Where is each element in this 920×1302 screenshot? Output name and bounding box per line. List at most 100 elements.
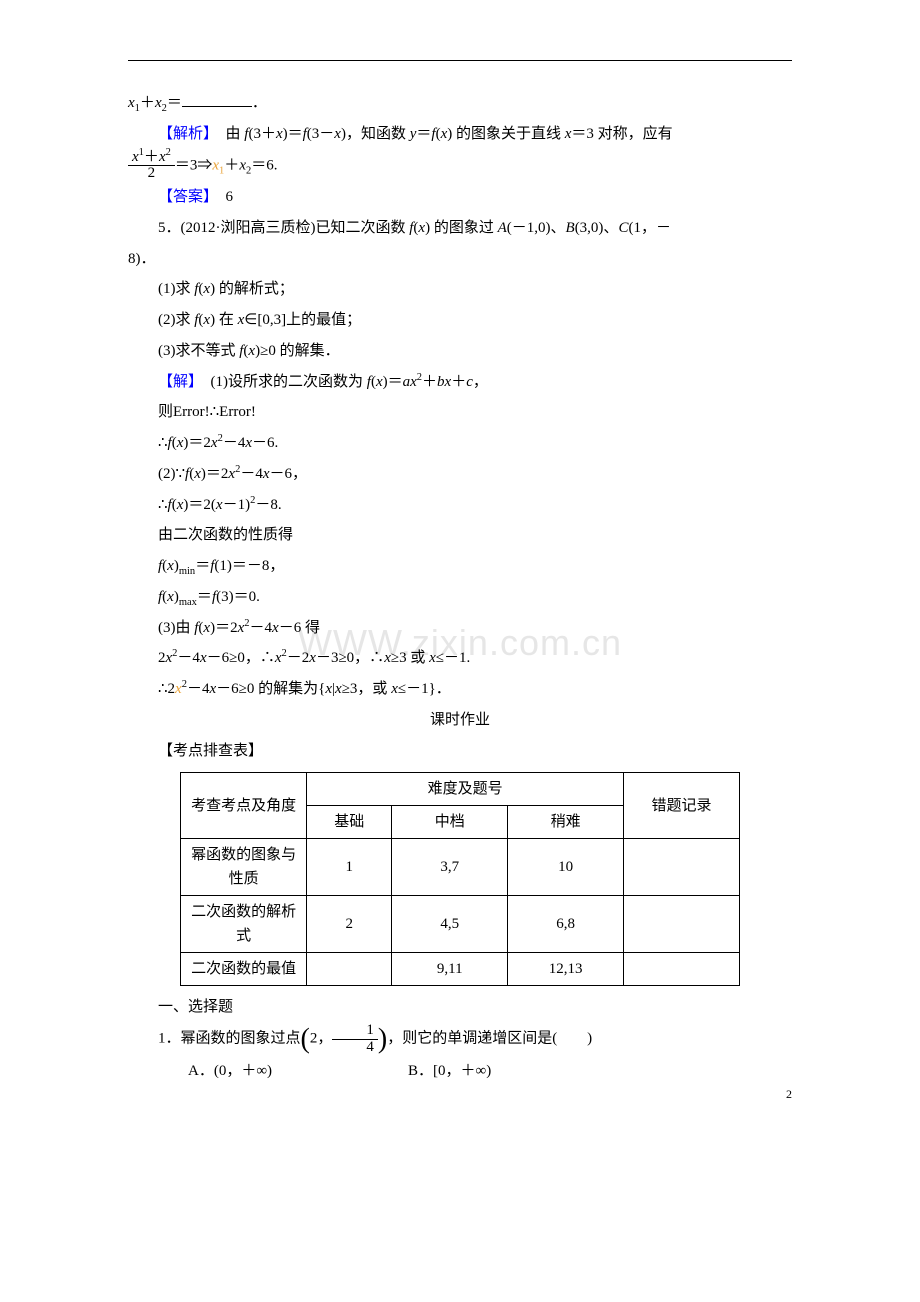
label-analysis: 【解析】 [158, 126, 211, 142]
t: ≥3，或 [342, 681, 391, 697]
option-a: A．(0，＋∞) [158, 1056, 408, 1087]
t: (3－ [307, 126, 335, 142]
t: x [376, 374, 383, 390]
t: 4 [332, 1040, 378, 1056]
t: x [245, 435, 252, 451]
document-body: x1＋x2＝． 【解析】 由 f(3＋x)＝f(3－x)，知函数 y＝f(x) … [128, 88, 792, 1086]
t: ≤－1. [436, 650, 470, 666]
t: x [335, 681, 342, 697]
t: ＋ [140, 95, 155, 111]
t: －1) [223, 497, 251, 513]
t: x [263, 466, 270, 482]
var-x1: x [128, 95, 135, 111]
t: －3≥0，∴ [316, 650, 384, 666]
label-answer: 【答案】 [158, 189, 211, 205]
t: －6 得 [279, 620, 320, 636]
t: ＝ [197, 589, 212, 605]
t: x [276, 126, 283, 142]
cell [624, 953, 740, 986]
t: ∴ [158, 497, 168, 513]
th-basic: 基础 [307, 806, 392, 839]
t: ＝3⇒ [175, 157, 213, 173]
cell [307, 953, 392, 986]
t: ＋ [451, 374, 466, 390]
t: －4 [177, 650, 200, 666]
t: (1)求 [158, 281, 194, 297]
t: 2， [310, 1031, 333, 1047]
t: x [194, 466, 201, 482]
section-choice: 一、选择题 [128, 992, 792, 1023]
t: C [618, 220, 628, 236]
fraction-1: x1＋x2 2 [128, 150, 175, 183]
t: ≤－1}． [398, 681, 451, 697]
cell [624, 839, 740, 896]
t: ∴2 [158, 681, 175, 697]
blank-underline [182, 92, 252, 107]
t: (3)由 [158, 620, 194, 636]
t: c [466, 374, 473, 390]
t: ≥3 或 [391, 650, 429, 666]
t: x [309, 650, 316, 666]
th-mistakes: 错题记录 [624, 773, 740, 839]
cell: 二次函数的最值 [181, 953, 307, 986]
cell: 1 [307, 839, 392, 896]
t: (1)设所求的二次函数为 [196, 374, 367, 390]
t: 1．幂函数的图象过点 [158, 1031, 301, 1047]
t: (2)∵ [158, 466, 185, 482]
paren-left-icon: ( [301, 1023, 310, 1054]
fraction-2: 14 [332, 1023, 378, 1056]
t: (3,0)、 [575, 220, 619, 236]
line-12: ∴f(x)＝2x2－4x－6. [128, 428, 792, 459]
t: (1)＝－8， [214, 558, 284, 574]
var-x2: x [155, 95, 162, 111]
t: x [200, 650, 207, 666]
t: ) 在 [210, 312, 238, 328]
t: x [132, 149, 139, 165]
t: －4 [223, 435, 246, 451]
t: 2 [128, 166, 175, 182]
t: )＝ [383, 374, 403, 390]
t: －8. [255, 497, 281, 513]
t: －6≥0 的解集为{ [216, 681, 325, 697]
t: －4 [187, 681, 210, 697]
t: ) 的解析式； [210, 281, 294, 297]
line-7: (1)求 f(x) 的解析式； [128, 274, 792, 305]
t: ∴ [158, 435, 168, 451]
t: x [167, 558, 174, 574]
t: 6 [211, 189, 234, 205]
t: ， [473, 374, 488, 390]
line-1: x1＋x2＝． [128, 88, 792, 119]
t: )＝2( [183, 497, 216, 513]
line-6: 8)． [128, 244, 792, 275]
t: x [325, 681, 332, 697]
t: (3)求不等式 [158, 343, 239, 359]
cell: 幂函数的图象与性质 [181, 839, 307, 896]
th-hard: 稍难 [508, 806, 624, 839]
t: x [216, 497, 223, 513]
cell: 12,13 [508, 953, 624, 986]
t: ∈[0,3]上的最值； [244, 312, 361, 328]
t: A [498, 220, 507, 236]
t: x [334, 126, 341, 142]
t: －6. [252, 435, 278, 451]
t: bx [437, 374, 451, 390]
cell: 二次函数的解析式 [181, 896, 307, 953]
t: B [566, 220, 575, 236]
q1: 1．幂函数的图象过点(2，14)，则它的单调递增区间是( ) [128, 1023, 792, 1056]
t: ＝3 对称，应有 [571, 126, 672, 142]
line-11: 则Error!∴Error! [128, 397, 792, 428]
paren-right-icon: ) [378, 1023, 387, 1054]
t: )＝2 [210, 620, 238, 636]
t: 1 [332, 1023, 378, 1040]
option-b: B．[0，＋∞) [408, 1063, 491, 1079]
t: ＝6. [251, 157, 277, 173]
t: 2 [158, 650, 166, 666]
cell: 4,5 [392, 896, 508, 953]
line-17: f(x)max＝f(3)＝0. [128, 582, 792, 613]
t: －2 [287, 650, 310, 666]
line-22: 【考点排查表】 [128, 736, 792, 767]
line-19: 2x2－4x－6≥0，∴x2－2x－3≥0，∴x≥3 或 x≤－1. [128, 643, 792, 674]
t: x [239, 157, 246, 173]
t: 由 [211, 126, 245, 142]
t: x [391, 681, 398, 697]
